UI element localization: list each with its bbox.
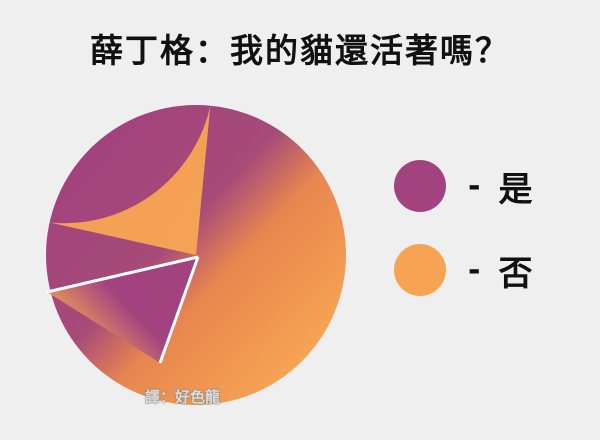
legend-dash: - xyxy=(468,252,481,288)
legend-item-no: - 否 xyxy=(394,240,532,300)
pie-slice-border xyxy=(46,255,199,294)
chart-title: 薛丁格：我的貓還活著嗎？ xyxy=(90,31,510,70)
legend-swatch-yes xyxy=(394,160,446,212)
pie-slice-no-wedge xyxy=(49,105,211,255)
translator-watermark: 譯：好色龍 xyxy=(145,388,221,406)
legend-item-yes: - 是 xyxy=(394,156,532,216)
legend-swatch-no xyxy=(394,244,446,296)
legend-dash: - xyxy=(468,168,481,204)
pie-slice-border xyxy=(158,256,200,364)
legend-label-yes: 是 xyxy=(498,169,533,210)
legend-label-no: 否 xyxy=(498,253,533,294)
